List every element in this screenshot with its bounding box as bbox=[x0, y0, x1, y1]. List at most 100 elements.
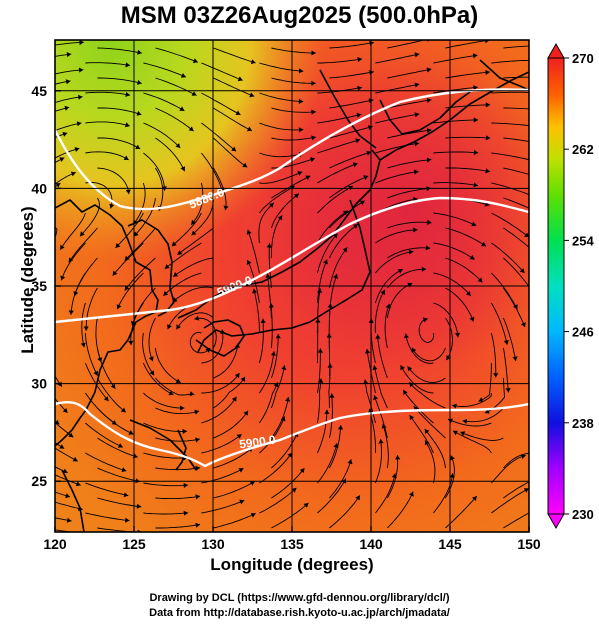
streamline-arrowhead bbox=[239, 499, 245, 505]
x-axis-label: Longitude (degrees) bbox=[210, 555, 374, 574]
streamline bbox=[85, 422, 124, 448]
streamline bbox=[408, 382, 446, 409]
streamline-arrowhead bbox=[195, 494, 201, 500]
streamline bbox=[143, 122, 181, 149]
streamline bbox=[213, 376, 246, 409]
streamline bbox=[374, 268, 404, 304]
streamline bbox=[258, 202, 275, 244]
streamline-arrowhead bbox=[318, 378, 324, 383]
streamline bbox=[132, 182, 146, 226]
streamline-arrowhead bbox=[485, 168, 490, 174]
streamline-arrowhead bbox=[265, 273, 271, 278]
streamline bbox=[329, 495, 361, 529]
streamline bbox=[213, 343, 239, 379]
streamline-arrowhead bbox=[460, 431, 466, 437]
streamline-arrowhead bbox=[532, 58, 536, 63]
streamline bbox=[503, 227, 529, 248]
streamline bbox=[387, 159, 432, 169]
drawing-credit: Drawing by DCL (https://www.gfd-dennou.o… bbox=[149, 592, 450, 604]
streamline bbox=[259, 152, 304, 158]
streamline-arrowhead bbox=[523, 488, 529, 493]
streamline-arrowhead bbox=[124, 285, 130, 291]
colorbar-gradient bbox=[547, 57, 565, 515]
streamline-arrowhead bbox=[149, 370, 155, 376]
streamline bbox=[316, 378, 322, 424]
streamline bbox=[55, 375, 63, 387]
streamline-arrowhead bbox=[481, 241, 486, 247]
streamline-arrowhead bbox=[125, 189, 131, 195]
streamline bbox=[433, 302, 459, 338]
streamline bbox=[387, 221, 432, 229]
streamline-arrowhead bbox=[48, 249, 53, 254]
streamline bbox=[271, 136, 316, 141]
x-tick-label: 130 bbox=[201, 536, 225, 552]
streamline-arrowhead bbox=[537, 475, 542, 480]
streamline-arrowhead bbox=[310, 157, 315, 163]
streamline bbox=[259, 122, 304, 131]
streamline-arrowhead bbox=[294, 193, 299, 199]
streamline-arrowhead bbox=[189, 391, 195, 397]
streamline bbox=[271, 432, 299, 469]
streamline-arrowhead bbox=[413, 227, 418, 233]
streamline-arrowhead bbox=[136, 503, 142, 509]
streamline bbox=[155, 495, 201, 500]
streamline-arrowhead bbox=[275, 334, 281, 339]
streamline-arrowhead bbox=[373, 395, 378, 401]
streamline-arrowhead bbox=[137, 49, 142, 55]
streamline bbox=[55, 171, 76, 185]
streamline-arrowhead bbox=[116, 304, 122, 310]
streamline bbox=[462, 407, 504, 423]
streamline bbox=[97, 437, 138, 458]
streamline bbox=[81, 302, 86, 348]
streamline-arrowhead bbox=[110, 383, 116, 389]
streamline-arrowhead bbox=[45, 367, 49, 372]
streamline-arrowhead bbox=[305, 175, 311, 181]
streamline bbox=[424, 440, 436, 484]
streamline bbox=[384, 303, 390, 349]
streamline bbox=[85, 287, 98, 331]
streamline bbox=[328, 363, 331, 408]
streamline bbox=[213, 77, 255, 97]
streamline-arrowhead bbox=[407, 366, 413, 372]
streamline bbox=[502, 317, 517, 362]
streamline bbox=[55, 147, 80, 159]
streamline-arrowhead bbox=[39, 298, 44, 303]
streamline bbox=[142, 332, 155, 376]
streamline bbox=[445, 287, 474, 322]
streamline bbox=[316, 409, 328, 454]
streamline bbox=[375, 53, 420, 64]
streamline bbox=[445, 71, 490, 79]
streamline bbox=[433, 272, 472, 297]
streamline-arrowhead bbox=[485, 69, 490, 75]
streamline bbox=[452, 430, 492, 454]
streamline bbox=[387, 68, 432, 79]
contour-label: 5900.0 bbox=[238, 433, 277, 452]
streamline bbox=[155, 437, 200, 442]
streamline bbox=[116, 272, 144, 310]
streamline-arrowhead bbox=[366, 150, 372, 156]
streamline-arrowhead bbox=[519, 268, 525, 273]
streamline-arrowhead bbox=[473, 117, 479, 123]
streamline bbox=[387, 247, 431, 259]
streamline-arrowhead bbox=[453, 430, 458, 436]
streamline-arrowhead bbox=[505, 388, 511, 393]
streamline bbox=[155, 107, 194, 132]
streamline-arrowhead bbox=[427, 219, 432, 225]
streamline-arrowhead bbox=[167, 324, 172, 330]
streamline bbox=[409, 414, 434, 454]
streamline bbox=[317, 113, 362, 124]
streamline-arrowhead bbox=[363, 379, 369, 385]
streamline bbox=[387, 268, 427, 289]
streamline-arrowhead bbox=[426, 128, 432, 134]
streamline bbox=[374, 438, 382, 484]
x-axis-ticks: 120 125 130 135 140 145 150 bbox=[43, 526, 541, 552]
streamline-arrowhead bbox=[135, 478, 140, 484]
streamline bbox=[491, 242, 525, 274]
y-tick-label: 40 bbox=[31, 180, 47, 196]
streamline-arrowhead bbox=[109, 203, 115, 209]
streamline-arrowhead bbox=[62, 131, 68, 137]
colorbar-tick-label: 246 bbox=[572, 325, 594, 340]
streamline bbox=[155, 467, 201, 471]
streamline bbox=[55, 397, 68, 414]
x-tick-label: 150 bbox=[517, 536, 541, 552]
